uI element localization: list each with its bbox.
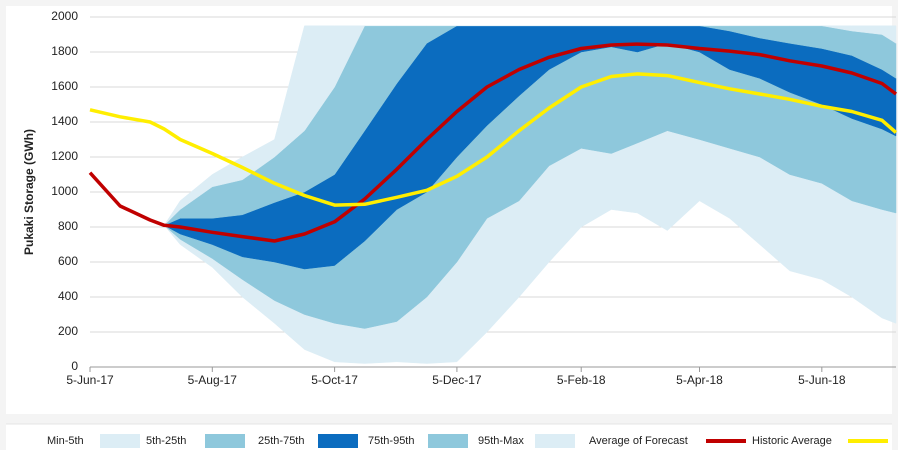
plot-area: 0 200 400 600 800 1000 1200 1400 1600 1800 2000 5-J…	[51, 9, 898, 387]
y-tick-label: 600	[58, 254, 78, 268]
y-tick-label: 1200	[51, 149, 78, 163]
legend-label: 75th-95th	[368, 435, 414, 447]
legend-label: 95th-Max	[478, 435, 524, 447]
x-tick-label: 5-Feb-18	[557, 373, 606, 387]
series-line	[89, 72, 898, 207]
legend-swatch	[205, 434, 245, 448]
y-tick-label: 1800	[51, 44, 78, 58]
x-tick-label: 5-Jun-17	[66, 373, 114, 387]
legend-swatch	[100, 434, 140, 448]
legend-label: Min-5th	[47, 435, 84, 447]
y-tick-label: 1000	[51, 184, 78, 198]
x-tick-label: 5-Aug-17	[188, 373, 238, 387]
series-line	[88, 42, 898, 243]
legend-swatch	[535, 434, 575, 448]
y-tick-label: 1600	[51, 79, 78, 93]
y-tick-label: 1400	[51, 114, 78, 128]
legend-label: Historic Average	[752, 435, 832, 447]
y-axis-label: Pukaki Storage (GWh)	[22, 129, 36, 255]
x-tick-label: 5-Dec-17	[432, 373, 482, 387]
legend: Min-5th 5th-25th 25th-75th 75th-95th 95th-Ma…	[6, 423, 892, 448]
legend-label: 25th-75th	[258, 435, 304, 447]
x-tick-label: 5-Apr-18	[676, 373, 723, 387]
x-tick-label: 5-Oct-17	[311, 373, 358, 387]
y-tick-label: 200	[58, 324, 78, 338]
y-tick-label: 2000	[51, 9, 78, 23]
y-tick-label: 400	[58, 289, 78, 303]
legend-label: 5th-25th	[146, 435, 186, 447]
y-tick-label: 800	[58, 219, 78, 233]
x-tick-label: 5-Jun-18	[798, 373, 846, 387]
legend-swatch	[318, 434, 358, 448]
y-tick-label: 0	[71, 359, 78, 373]
legend-label: Average of Forecast	[589, 435, 688, 447]
legend-swatch	[428, 434, 468, 448]
band-area	[163, 25, 897, 226]
